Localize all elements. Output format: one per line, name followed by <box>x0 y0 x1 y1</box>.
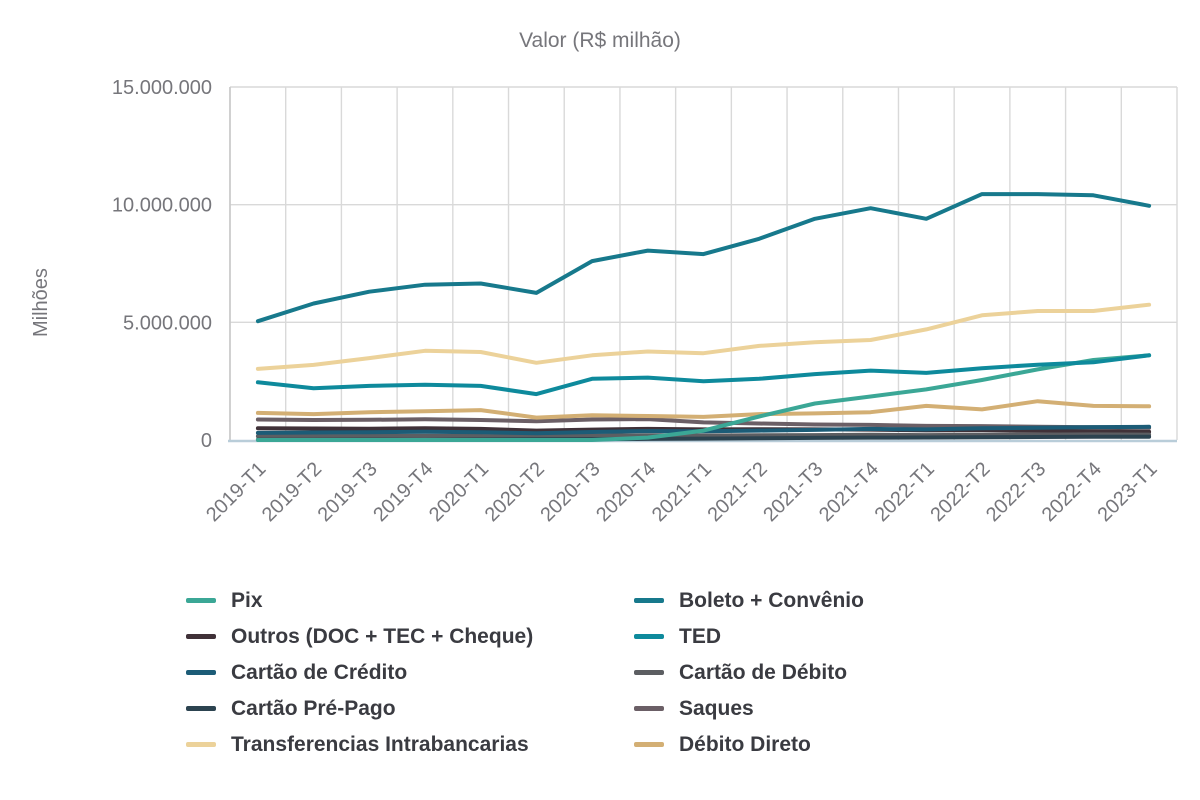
legend-item-outros-doc-tec-cheque[interactable]: Outros (DOC + TEC + Cheque) <box>186 622 634 651</box>
legend-item-debito-direto[interactable]: Débito Direto <box>634 730 1086 759</box>
legend-label: Cartão de Débito <box>679 660 848 684</box>
legend-swatch-cartao-de-debito <box>634 670 664 675</box>
chart-container: Valor (R$ milhão) Milhões 0 5.000.000 10.0… <box>30 29 1178 526</box>
x-tick-label: 2021-T3 <box>759 458 827 526</box>
legend-swatch-outros-doc-tec-cheque <box>186 634 216 639</box>
x-tick-label: 2022-T2 <box>926 458 994 526</box>
series-line-boleto-convenio <box>255 192 1152 324</box>
x-tick-label: 2020-T2 <box>481 458 549 526</box>
legend-swatch-ted <box>634 634 664 639</box>
legend-item-saques[interactable]: Saques <box>634 694 1086 723</box>
x-tick-label: 2019-T4 <box>369 458 437 526</box>
x-tick-label: 2019-T3 <box>314 458 382 526</box>
x-tick-label: 2022-T1 <box>871 458 939 526</box>
x-axis-ticks: 2019-T12019-T22019-T32019-T42020-T12020-… <box>202 458 1162 526</box>
x-tick-label: 2020-T4 <box>592 458 660 526</box>
series-line-pix <box>255 353 1152 442</box>
x-tick-label: 2019-T1 <box>202 458 270 526</box>
legend-label: Boleto + Convênio <box>679 588 864 612</box>
x-tick-label: 2021-T4 <box>815 458 883 526</box>
legend-swatch-pix <box>186 598 216 603</box>
x-tick-label: 2019-T2 <box>258 458 326 526</box>
legend-swatch-transferencias-intrabancarias <box>186 742 216 747</box>
legend-swatch-saques <box>634 706 664 711</box>
y-tick-label: 10.000.000 <box>112 195 212 217</box>
series-line-debito-direto <box>255 399 1152 420</box>
legend-label: Outros (DOC + TEC + Cheque) <box>231 624 534 648</box>
legend-label: Cartão Pré-Pago <box>231 696 396 720</box>
series-line-ted <box>255 353 1152 397</box>
legend-item-cartao-de-debito[interactable]: Cartão de Débito <box>634 658 1086 687</box>
legend-item-transferencias-intrabancarias[interactable]: Transferencias Intrabancarias <box>186 730 634 759</box>
series-line-cartao-de-debito <box>255 432 1152 439</box>
legend-swatch-cartao-pre-pago <box>186 706 216 711</box>
y-tick-label: 5.000.000 <box>123 312 212 334</box>
x-tick-label: 2021-T2 <box>704 458 772 526</box>
x-tick-label: 2022-T4 <box>1038 458 1106 526</box>
legend: Pix Boleto + Convênio Outros (DOC + TEC + … <box>186 586 1086 759</box>
legend-label: Pix <box>231 588 263 612</box>
x-tick-label: 2023-T1 <box>1093 458 1161 526</box>
x-tick-label: 2021-T1 <box>648 458 716 526</box>
line-chart: Valor (R$ milhão) Milhões 0 5.000.000 10.0… <box>30 29 1178 526</box>
legend-label: Débito Direto <box>679 732 811 756</box>
legend-label: Saques <box>679 696 754 720</box>
x-tick-label: 2020-T1 <box>425 458 493 526</box>
legend-item-cartao-pre-pago[interactable]: Cartão Pré-Pago <box>186 694 634 723</box>
legend-item-boleto-convenio[interactable]: Boleto + Convênio <box>634 586 1086 615</box>
legend-swatch-debito-direto <box>634 742 664 747</box>
series-lines <box>255 192 1152 442</box>
legend-swatch-boleto-convenio <box>634 598 664 603</box>
legend-item-ted[interactable]: TED <box>634 622 1086 651</box>
y-axis-title: Milhões <box>30 268 52 337</box>
legend-item-cartao-de-credito[interactable]: Cartão de Crédito <box>186 658 634 687</box>
chart-title: Valor (R$ milhão) <box>519 29 681 52</box>
y-tick-label: 0 <box>201 430 212 452</box>
gridlines <box>228 86 1178 443</box>
legend-label: Cartão de Crédito <box>231 660 408 684</box>
legend-item-pix[interactable]: Pix <box>186 586 634 615</box>
x-tick-label: 2020-T3 <box>536 458 604 526</box>
x-tick-label: 2022-T3 <box>982 458 1050 526</box>
series-line-transferencias-intrabancarias <box>255 302 1152 371</box>
legend-swatch-cartao-de-credito <box>186 670 216 675</box>
y-axis-ticks: 0 5.000.000 10.000.000 15.000.000 <box>112 77 212 452</box>
legend-label: TED <box>679 624 721 648</box>
legend-label: Transferencias Intrabancarias <box>231 732 529 756</box>
y-tick-label: 15.000.000 <box>112 77 212 99</box>
